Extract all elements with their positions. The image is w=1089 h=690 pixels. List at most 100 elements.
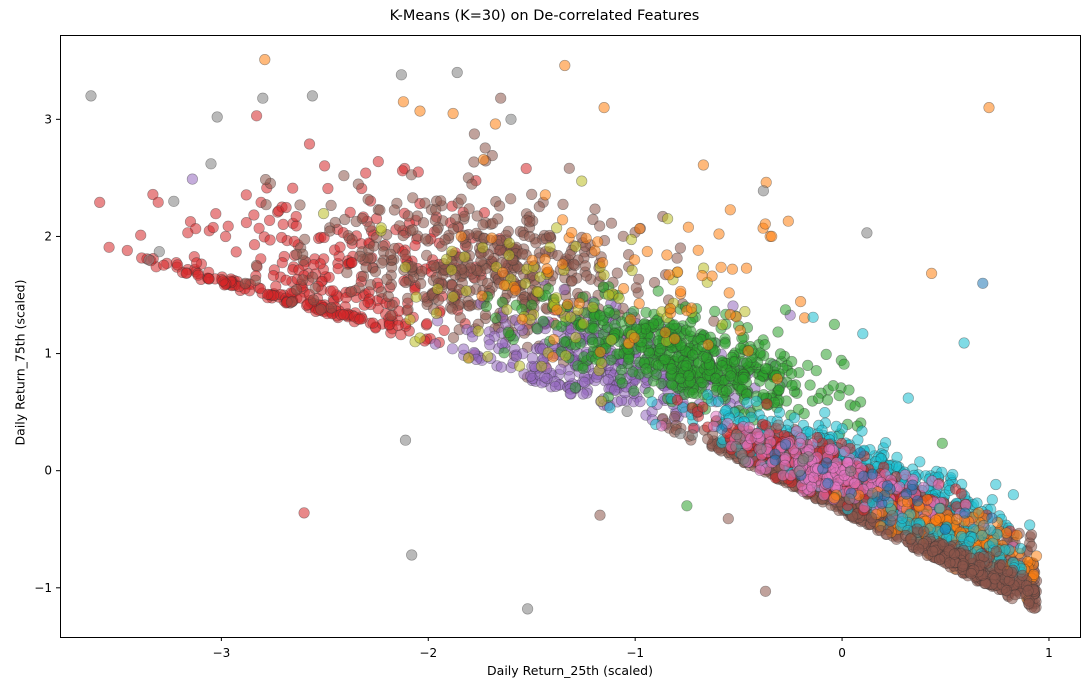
data-point: [766, 230, 778, 242]
data-point: [769, 454, 781, 466]
data-point: [525, 370, 537, 382]
data-point: [773, 407, 786, 419]
data-point: [552, 250, 564, 262]
data-point: [447, 291, 459, 303]
data-point: [990, 545, 1002, 558]
data-point: [626, 264, 638, 277]
data-point: [686, 429, 698, 441]
data-point: [248, 209, 260, 221]
data-point: [617, 283, 630, 295]
data-point: [857, 328, 869, 340]
data-point: [497, 266, 509, 279]
data-point: [595, 357, 608, 369]
data-point: [692, 244, 704, 256]
data-point: [674, 242, 687, 254]
data-point: [761, 398, 773, 410]
data-point: [685, 325, 697, 337]
data-point: [376, 257, 388, 269]
data-point: [663, 269, 675, 281]
data-point: [287, 182, 299, 194]
data-point: [405, 169, 418, 181]
data-point: [298, 507, 310, 519]
data-point: [446, 343, 459, 355]
data-point: [742, 345, 755, 357]
data-point: [722, 513, 734, 525]
data-point: [562, 298, 574, 310]
data-point: [481, 277, 494, 290]
data-point: [669, 410, 681, 422]
data-point: [207, 221, 219, 234]
data-point: [772, 419, 784, 431]
data-point: [396, 165, 409, 177]
data-point: [516, 248, 528, 260]
data-point: [683, 370, 695, 382]
data-point: [564, 311, 577, 323]
data-point: [306, 271, 319, 283]
data-point: [724, 309, 736, 321]
data-point: [640, 363, 652, 375]
data-point: [360, 261, 372, 273]
data-point: [466, 178, 478, 190]
data-point: [564, 249, 576, 261]
data-point: [288, 235, 300, 247]
data-point: [482, 350, 494, 363]
data-point: [308, 259, 320, 271]
x-tick-label: −3: [213, 646, 231, 660]
data-point: [726, 263, 739, 275]
data-point: [409, 239, 421, 252]
data-point: [570, 241, 582, 253]
data-point: [616, 377, 628, 389]
data-point: [963, 535, 976, 548]
data-point: [671, 394, 684, 406]
data-point: [484, 339, 496, 351]
data-point: [661, 249, 673, 261]
data-point: [907, 479, 919, 491]
data-point: [290, 210, 302, 223]
data-point: [495, 92, 507, 104]
data-point: [432, 283, 444, 295]
data-point: [471, 210, 483, 222]
data-point: [933, 502, 946, 515]
data-point: [400, 276, 412, 289]
data-point: [549, 380, 562, 393]
data-point: [621, 405, 633, 418]
data-point: [447, 332, 460, 344]
data-point: [267, 270, 280, 282]
data-point: [664, 303, 676, 315]
data-point: [958, 337, 970, 349]
data-point: [362, 296, 374, 308]
data-point: [716, 319, 729, 331]
data-point: [524, 231, 536, 243]
data-point: [280, 274, 292, 286]
data-point: [602, 374, 614, 386]
data-point: [719, 338, 731, 350]
y-tick-label: −1: [34, 581, 52, 595]
data-point: [725, 370, 737, 382]
data-point: [468, 128, 481, 140]
data-point: [927, 545, 939, 558]
data-point: [446, 245, 458, 257]
data-point: [687, 349, 699, 361]
data-point: [955, 488, 967, 500]
data-point: [143, 254, 155, 266]
data-point: [477, 242, 489, 254]
data-point: [715, 261, 727, 273]
data-point: [449, 213, 462, 225]
data-point: [948, 548, 961, 560]
data-point: [395, 69, 408, 81]
data-point: [759, 339, 771, 351]
data-point: [839, 445, 851, 458]
data-point: [902, 392, 914, 404]
data-point: [605, 334, 617, 346]
data-point: [564, 370, 576, 383]
data-point: [369, 266, 382, 278]
data-point: [786, 379, 798, 391]
data-point: [240, 189, 252, 201]
data-point: [516, 313, 528, 326]
data-point: [716, 360, 728, 372]
data-point: [346, 234, 358, 246]
data-point: [786, 355, 798, 368]
data-point: [338, 309, 350, 321]
data-point: [352, 178, 364, 190]
